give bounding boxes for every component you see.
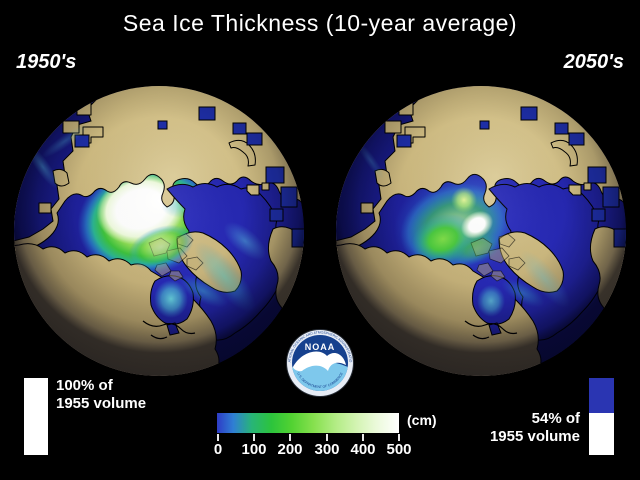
volume-bar-1950s	[24, 378, 48, 455]
globe-1950s	[14, 86, 304, 376]
logo-noaa-text: NOAA	[305, 342, 336, 352]
colorbar-label-300: 300	[314, 441, 340, 458]
colorbar-label-200: 200	[277, 441, 303, 458]
volume-lost-segment	[589, 378, 614, 413]
colorbar-tick	[217, 434, 219, 441]
volume-label-1950s: 100% of 1955 volume	[56, 377, 147, 412]
volume-label-2050s: 54% of 1955 volume	[489, 410, 580, 445]
colorbar-tick	[362, 434, 364, 441]
volume-bar-2050s	[589, 378, 614, 455]
seagull-icon	[293, 351, 346, 372]
colorbar-unit-label: (cm)	[407, 412, 437, 428]
colorbar-tick	[289, 434, 291, 441]
noaa-logo: NOAA NATIONAL OCEANIC AND ATMOSPHERIC AD…	[283, 326, 354, 397]
volume-remaining-segment	[589, 413, 614, 455]
sphere-shading	[336, 86, 626, 376]
colorbar-label-0: 0	[213, 441, 223, 458]
sphere-shading	[14, 86, 304, 376]
decade-label-2050s: 2050's	[563, 51, 624, 73]
logo-sea	[292, 361, 348, 391]
colorbar-label-500: 500	[386, 441, 412, 458]
colorbar-tick	[326, 434, 328, 441]
globe-2050s	[336, 86, 626, 376]
colorbar-tick	[398, 434, 400, 441]
colorbar-tick	[253, 434, 255, 441]
thickness-colorbar	[217, 413, 399, 433]
decade-label-1950s: 1950's	[16, 51, 77, 73]
colorbar-label-400: 400	[350, 441, 376, 458]
figure-title: Sea Ice Thickness (10-year average)	[122, 10, 518, 36]
colorbar-label-100: 100	[241, 441, 267, 458]
